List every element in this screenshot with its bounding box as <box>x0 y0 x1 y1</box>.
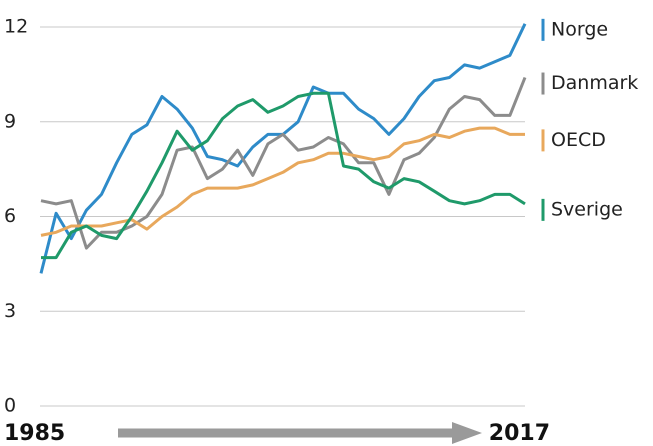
y-tick-label: 9 <box>4 110 16 132</box>
series-line <box>39 23 527 274</box>
legend-label: Sverige <box>551 198 623 220</box>
y-tick-label: 6 <box>4 205 16 227</box>
legend-label: OECD <box>551 129 606 151</box>
x-tick-label: 2017 <box>489 421 550 446</box>
x-tick-label: 1985 <box>4 421 65 446</box>
legend-label: Norge <box>551 18 608 40</box>
time-arrow-head <box>452 422 482 444</box>
series-line <box>41 91 526 260</box>
legend-label: Danmark <box>551 72 638 94</box>
series-line <box>40 126 525 237</box>
y-tick-label: 0 <box>4 395 16 417</box>
y-tick-label: 3 <box>4 300 16 322</box>
y-tick-label: 12 <box>4 16 28 38</box>
